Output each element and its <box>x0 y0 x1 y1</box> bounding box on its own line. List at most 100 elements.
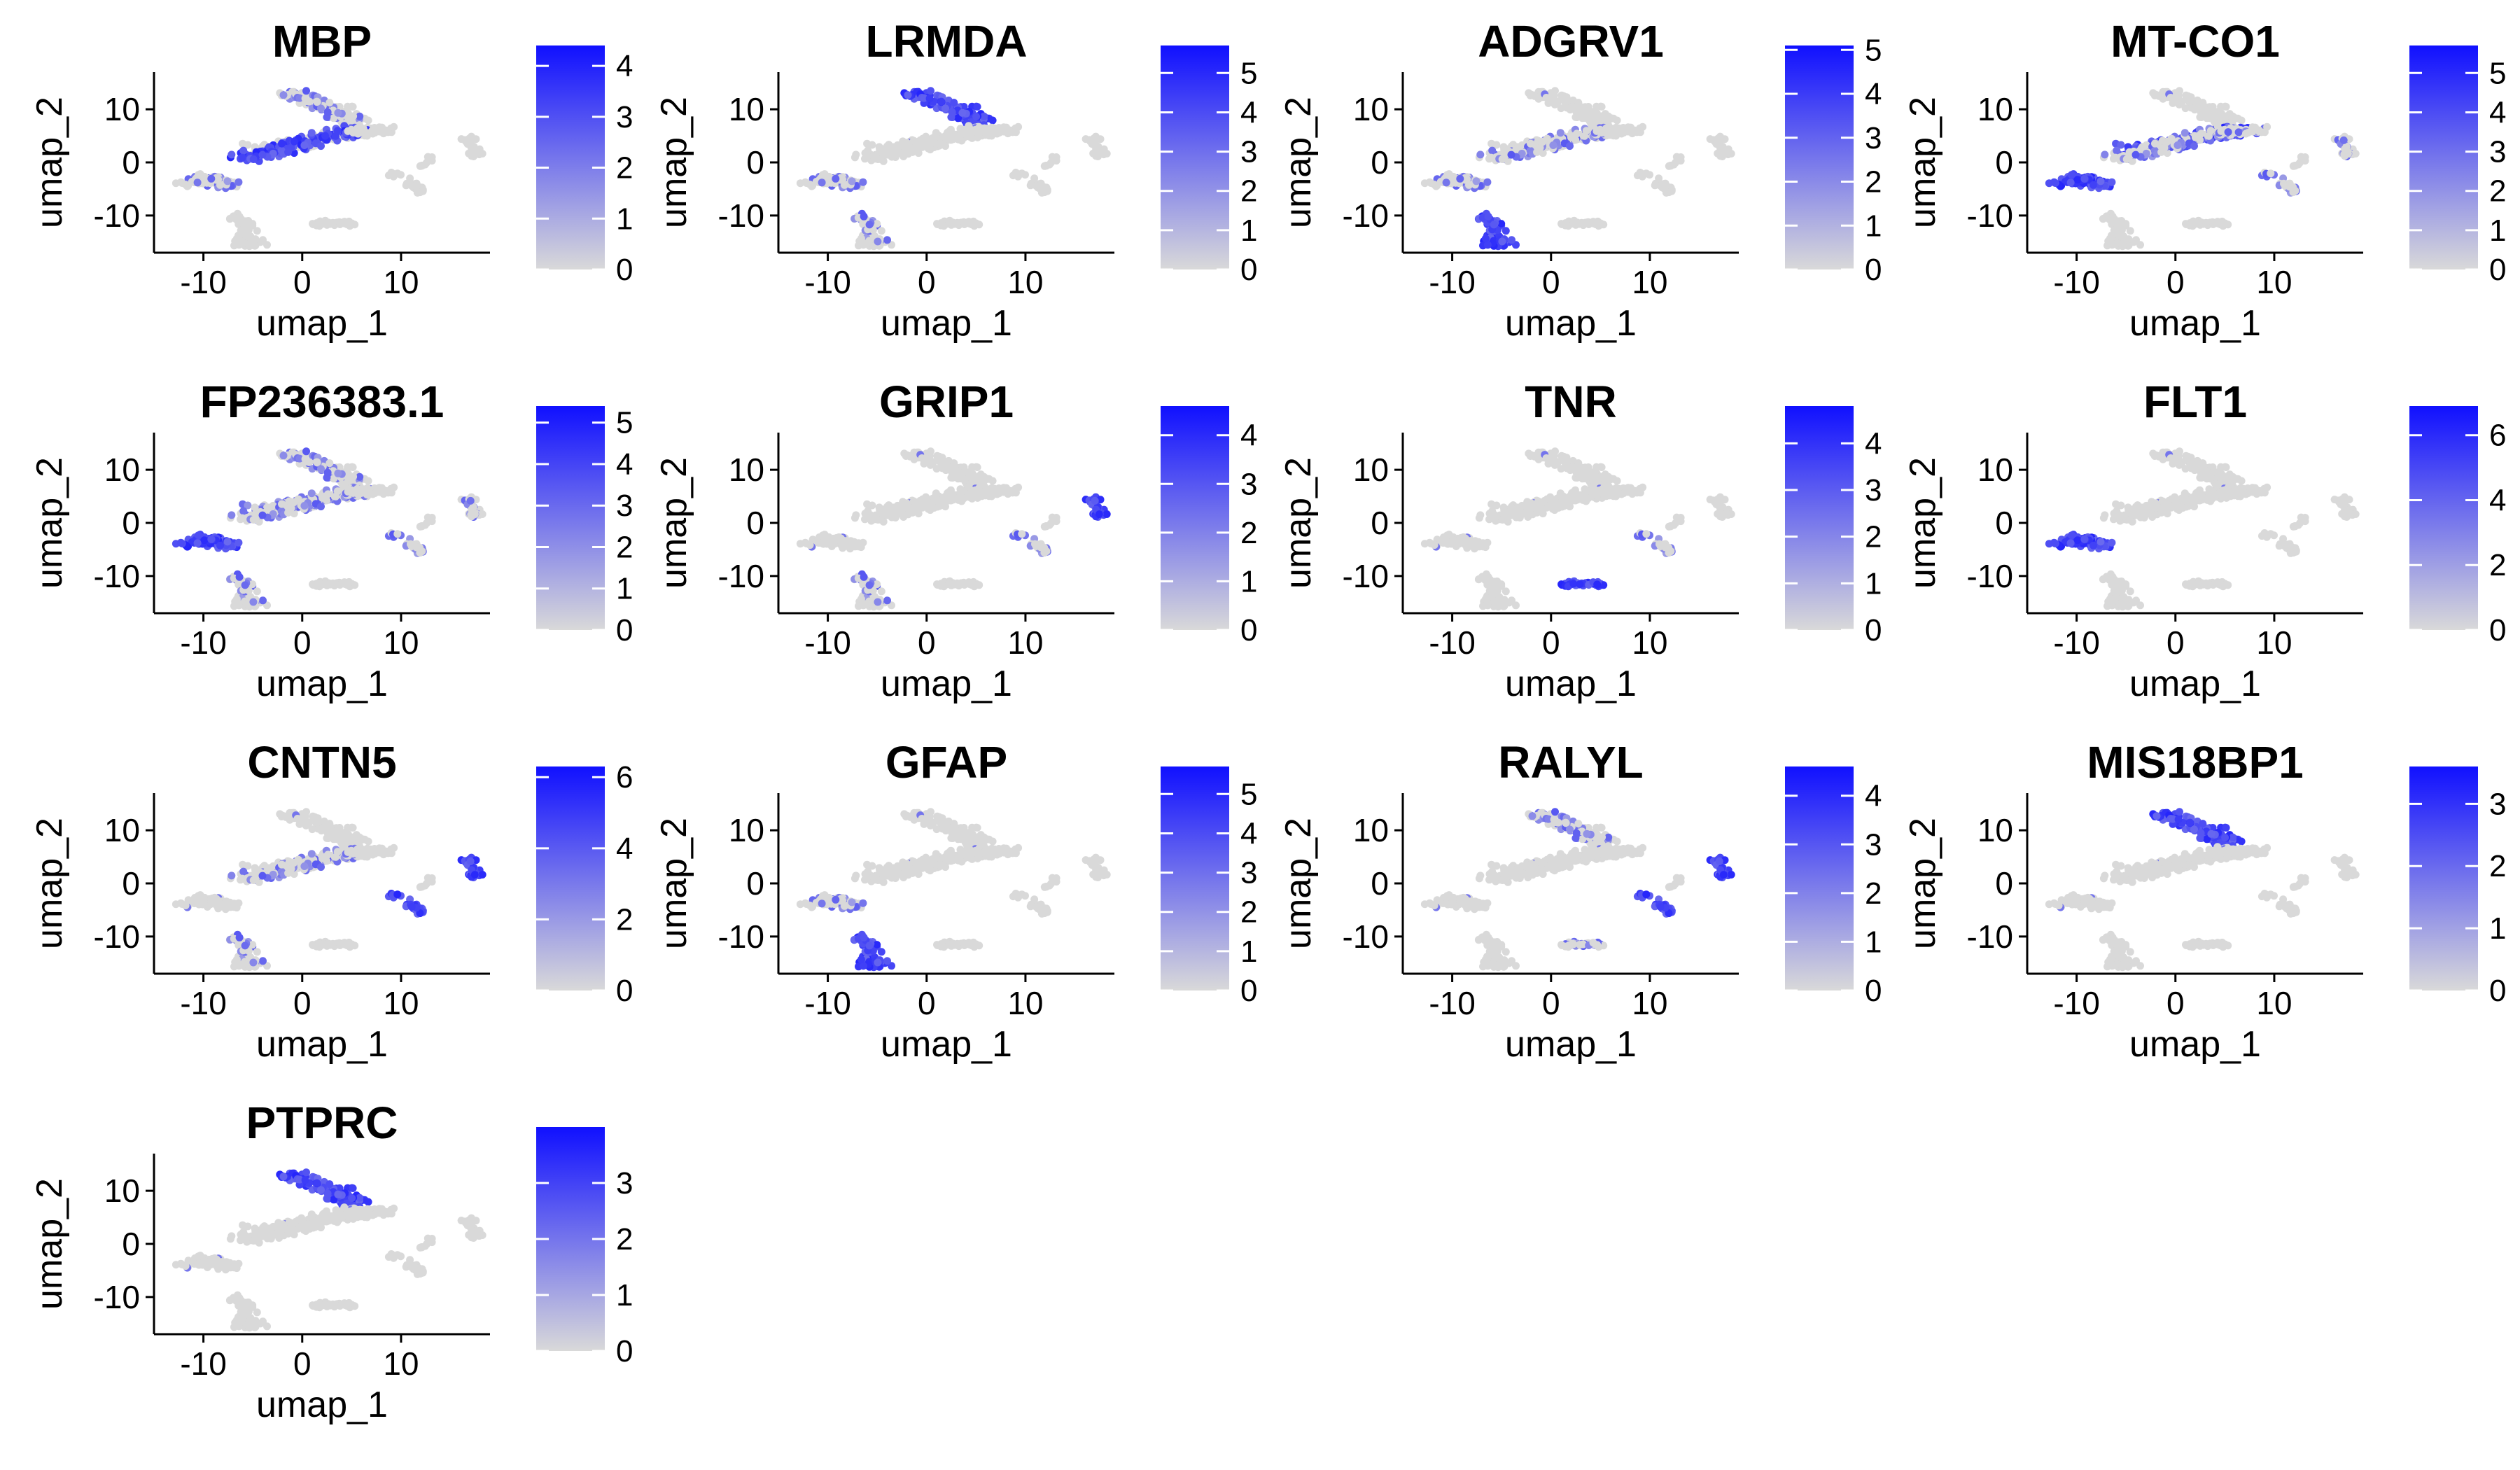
umap-point <box>937 458 946 466</box>
umap-point <box>1625 126 1633 134</box>
umap-point <box>2297 153 2305 161</box>
umap-point <box>2090 181 2097 189</box>
umap-point <box>2113 146 2121 155</box>
umap-point <box>883 150 891 159</box>
umap-point <box>973 103 981 111</box>
umap-point <box>317 104 325 113</box>
panel-title: FP236383.1 <box>200 377 444 427</box>
umap-point <box>259 596 267 605</box>
y-tick-label: 0 <box>122 144 140 181</box>
umap-point <box>1009 128 1016 136</box>
umap-point <box>2122 155 2131 163</box>
umap-point <box>200 536 209 545</box>
umap-point <box>1507 150 1516 159</box>
y-axis-title: umap_2 <box>29 97 70 228</box>
x-tick-label: 0 <box>293 624 312 661</box>
umap-point <box>364 116 372 125</box>
colorbar-tick-label: 4 <box>1240 419 1257 453</box>
umap-point <box>334 469 342 477</box>
x-tick-label: 10 <box>2256 264 2292 300</box>
umap-point <box>874 598 882 606</box>
umap-point <box>1091 136 1099 144</box>
colorbar-tick-label: 1 <box>1865 209 1882 243</box>
umap-point <box>376 486 384 495</box>
x-tick-label: 0 <box>293 264 312 300</box>
umap-point <box>361 489 370 497</box>
umap-point <box>238 153 246 162</box>
umap-point <box>825 536 833 545</box>
y-tick-label: -10 <box>1343 197 1389 234</box>
umap-point <box>2237 116 2246 125</box>
y-tick-label: -10 <box>718 558 764 594</box>
umap-point <box>364 477 372 485</box>
umap-point <box>883 596 891 605</box>
umap-point <box>2186 97 2194 106</box>
colorbar <box>1161 406 1229 630</box>
umap-point <box>2267 169 2275 178</box>
umap-point <box>244 141 252 149</box>
umap-point <box>1498 155 1506 163</box>
x-tick-label: 0 <box>2166 264 2185 300</box>
colorbar-tick-label: 4 <box>1240 95 1257 130</box>
umap-point <box>393 169 402 178</box>
umap-point <box>1549 141 1558 149</box>
umap-point <box>1642 169 1651 178</box>
umap-point <box>290 498 298 506</box>
umap-point <box>1449 176 1457 184</box>
umap-point <box>958 469 967 477</box>
umap-point <box>975 128 983 136</box>
umap-point <box>951 220 960 228</box>
umap-point <box>927 447 934 456</box>
umap-point <box>841 541 848 550</box>
umap-point <box>1572 108 1581 116</box>
umap-point <box>2068 171 2076 179</box>
umap-point <box>857 595 865 603</box>
colorbar <box>536 46 605 270</box>
umap-point <box>1476 150 1485 159</box>
colorbar-tick-label: 0 <box>1240 253 1257 287</box>
umap-point <box>2176 87 2183 95</box>
umap-point <box>1481 234 1490 243</box>
y-tick-label: -10 <box>1967 197 2013 234</box>
umap-point <box>1095 510 1103 519</box>
x-tick-label: -10 <box>1429 264 1475 300</box>
umap-point <box>874 237 882 246</box>
umap-point <box>235 212 244 220</box>
y-tick-label: 0 <box>1995 144 2013 181</box>
umap-point <box>1672 153 1681 161</box>
y-tick-label: 10 <box>729 451 764 488</box>
colorbar-tick-label: 5 <box>1865 33 1882 67</box>
umap-point <box>2217 127 2225 135</box>
umap-point <box>862 153 871 162</box>
umap-point <box>223 177 232 186</box>
umap-point <box>393 530 402 538</box>
umap-point <box>1592 127 1601 135</box>
umap-point <box>478 510 486 518</box>
umap-point <box>2281 182 2289 190</box>
umap-point <box>902 139 910 148</box>
umap-point <box>307 129 316 137</box>
colorbar-tick-label: 1 <box>1240 564 1257 598</box>
umap-point <box>478 150 486 158</box>
umap-point <box>301 455 309 463</box>
colorbar-tick-label: 1 <box>1240 214 1257 248</box>
umap-point <box>1715 136 1723 144</box>
umap-point <box>344 580 353 589</box>
umap-point <box>1727 150 1735 158</box>
colorbar-tick-label: 0 <box>2489 253 2506 287</box>
umap-point <box>2224 128 2232 136</box>
umap-point <box>313 458 321 466</box>
umap-point <box>1539 137 1547 146</box>
umap-point <box>946 132 954 140</box>
umap-point <box>988 116 997 125</box>
umap-point <box>848 177 856 186</box>
umap-point <box>1550 94 1558 103</box>
umap-point <box>300 141 309 149</box>
umap-point <box>2152 91 2161 99</box>
y-tick-label: -10 <box>94 558 140 594</box>
umap-point <box>2073 176 2082 184</box>
colorbar-tick-label: 0 <box>1865 253 1882 287</box>
